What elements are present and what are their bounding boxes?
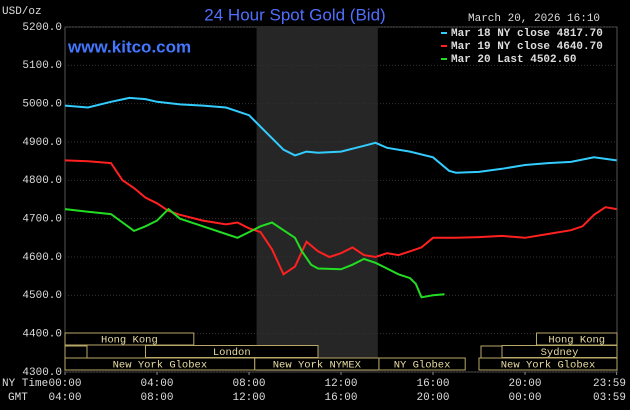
y-unit: USD/oz <box>2 6 42 18</box>
chart-title: 24 Hour Spot Gold (Bid) <box>204 5 385 24</box>
x-tick-label: 00:00 <box>48 378 81 390</box>
session-shade <box>256 27 378 372</box>
y-tick-label: 4500.0 <box>22 290 62 302</box>
session-label: Hong Kong <box>101 334 158 346</box>
x2-tick-label: 08:00 <box>140 392 173 404</box>
y-tick-label: 5000.0 <box>22 99 62 111</box>
x-tick-label: 12:00 <box>324 378 357 390</box>
session-box <box>64 332 195 346</box>
session-label: London <box>213 347 251 359</box>
x-tick-label: 16:00 <box>416 378 449 390</box>
y-tick-label: 5200.0 <box>22 22 62 34</box>
x2-tick-label: 00:00 <box>508 392 541 404</box>
session-label: NY Globex <box>394 359 451 371</box>
x-tick-label: 23:59 <box>593 378 626 390</box>
y-tick-label: 4700.0 <box>22 214 62 226</box>
session-label: Sydney <box>541 347 579 359</box>
legend-entry: Mar 18 NY close 4817.70 <box>451 28 603 40</box>
x-tick-label: 04:00 <box>140 378 173 390</box>
y-tick-label: 4800.0 <box>22 175 62 187</box>
legend-entry: Mar 19 NY close 4640.70 <box>451 41 603 53</box>
session-box <box>478 357 618 371</box>
y-tick-label: 4400.0 <box>22 329 62 341</box>
x2-tick-label: 16:00 <box>324 392 357 404</box>
session-label: Hong Kong <box>548 334 605 346</box>
x-tick-label: 08:00 <box>232 378 265 390</box>
timestamp: March 20, 2026 16:10 <box>468 13 600 25</box>
legend-entry: Mar 20 Last 4502.60 <box>451 54 576 66</box>
y-tick-label: 4600.0 <box>22 252 62 264</box>
series-line <box>64 207 445 299</box>
session-box <box>378 357 466 371</box>
series-line <box>64 96 617 174</box>
y-tick-label: 4300.0 <box>22 367 62 379</box>
x-row-label: NY Time <box>2 378 48 390</box>
x2-tick-label: 20:00 <box>416 392 449 404</box>
x-tick-label: 20:00 <box>508 378 541 390</box>
session-label: New York Globex <box>501 359 596 371</box>
series-line <box>64 159 617 276</box>
watermark: www.kitco.com <box>67 37 191 56</box>
y-tick-label: 4900.0 <box>22 137 62 149</box>
x2-tick-label: 12:00 <box>232 392 265 404</box>
session-label: New York NYMEX <box>273 359 362 371</box>
x2-tick-label: 03:59 <box>593 392 626 404</box>
y-tick-label: 5100.0 <box>22 60 62 72</box>
x2-tick-label: 04:00 <box>48 392 81 404</box>
session-label: New York Globex <box>113 359 208 371</box>
x2-row-label: GMT <box>8 392 28 404</box>
